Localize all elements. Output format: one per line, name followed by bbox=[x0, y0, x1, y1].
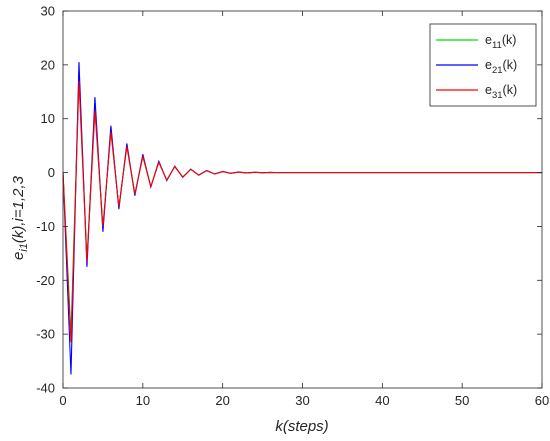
legend-label-1: e11(k) bbox=[485, 33, 516, 51]
y-axis-label-subscript: i1 bbox=[18, 243, 30, 252]
x-tick-label: 40 bbox=[375, 393, 389, 408]
y-axis-label: ei1(k),i=1,2,3 bbox=[10, 175, 30, 260]
y-tick-label: -20 bbox=[36, 273, 55, 288]
y-tick-label: -30 bbox=[36, 327, 55, 342]
axes-layer: 0 10 20 30 40 50 60 -40 -30 -20 -10 0 10 20 30 bbox=[36, 4, 549, 409]
legend: e11(k) e21(k) e31(k) bbox=[429, 23, 537, 107]
series-line-3 bbox=[62, 80, 542, 343]
y-tick-label: 20 bbox=[41, 57, 55, 72]
y-tick-label: 0 bbox=[48, 165, 55, 180]
series-layer bbox=[62, 62, 542, 375]
x-tick-label: 60 bbox=[535, 393, 549, 408]
y-tick-label: -40 bbox=[36, 381, 55, 396]
legend-label-2: e21(k) bbox=[485, 58, 517, 76]
y-axis-label-suffix: (k),i=1,2,3 bbox=[10, 175, 27, 243]
x-tick-label: 50 bbox=[455, 393, 469, 408]
y-tick-label: 30 bbox=[41, 4, 55, 19]
x-axis-label: k(steps) bbox=[275, 418, 328, 435]
x-tick-label: 0 bbox=[59, 393, 66, 408]
y-tick-label: -10 bbox=[36, 219, 55, 234]
y-axis-label-base: e bbox=[10, 252, 27, 260]
legend-label-3: e31(k) bbox=[485, 83, 517, 101]
x-tick-label: 10 bbox=[136, 393, 150, 408]
y-tick-label: 10 bbox=[41, 111, 55, 126]
x-tick-label: 30 bbox=[295, 393, 309, 408]
x-tick-label: 20 bbox=[215, 393, 229, 408]
